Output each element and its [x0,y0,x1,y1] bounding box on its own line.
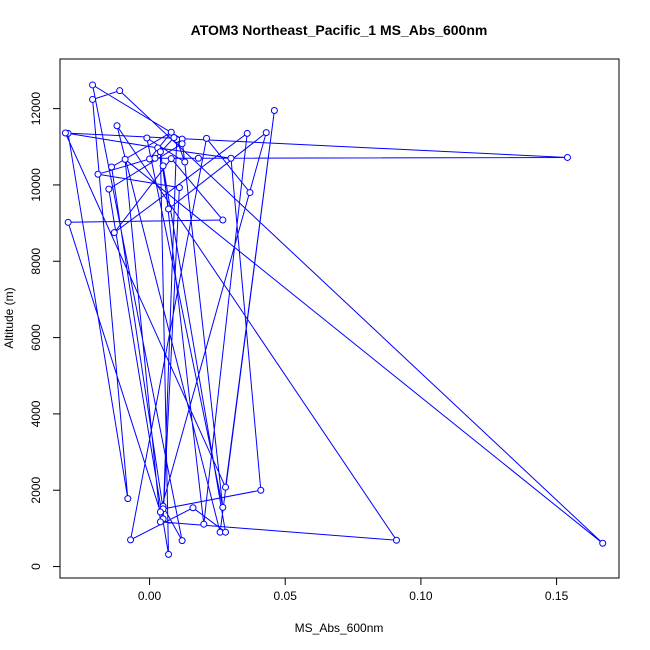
chart-title: ATOM3 Northeast_Pacific_1 MS_Abs_600nm [191,22,488,38]
series-line [64,83,604,555]
data-point [257,486,265,494]
data-point [246,189,254,197]
data-point [222,483,230,491]
data-point [194,154,202,162]
x-tick-label: 0.10 [409,589,433,603]
x-tick-label: 0.05 [274,589,298,603]
data-point [227,154,235,162]
data-point [175,184,183,192]
y-tick-label: 4000 [29,400,43,427]
data-point [165,205,173,213]
data-point [156,518,164,526]
data-point [170,134,178,142]
y-tick-label: 6000 [29,324,43,351]
data-point [159,162,167,170]
data-point [167,155,175,163]
x-axis-label: MS_Abs_600nm [295,621,384,635]
data-point [392,536,400,544]
data-point [167,128,175,136]
y-tick-label: 2000 [29,477,43,504]
data-point [94,170,102,178]
data-point [110,229,118,237]
data-point [64,218,72,226]
y-tick-label: 8000 [29,248,43,275]
data-point [121,155,129,163]
data-point [89,95,97,103]
y-tick-label: 0 [29,563,43,570]
data-point [156,148,164,156]
data-point [156,508,164,516]
y-axis-label: Altitude (m) [2,287,16,348]
y-axis: 0 2000 4000 6000 8000 10000 12000 [29,92,61,570]
data-point [124,495,132,503]
data-point [61,129,69,137]
data-point [181,158,189,166]
data-point [151,154,159,162]
x-tick-label: 0.00 [138,589,162,603]
data-point [178,140,186,148]
series-group [61,81,607,558]
data-point [599,539,607,547]
data-point [189,504,197,512]
data-point [563,153,571,161]
x-tick-label: 0.15 [545,589,569,603]
y-tick-label: 10000 [29,168,43,202]
data-point [200,520,208,528]
data-point [203,134,211,142]
data-point [127,536,135,544]
data-point [243,129,251,137]
data-point [116,87,124,95]
data-point [89,81,97,89]
data-point [108,163,116,171]
data-point [222,528,230,536]
x-axis: 0.00 0.05 0.10 0.15 [138,577,569,603]
data-point [178,537,186,545]
data-point [105,185,113,193]
data-point [165,550,173,558]
data-point [270,107,278,115]
data-point [219,503,227,511]
data-point [113,122,121,130]
data-point [219,216,227,224]
data-point [262,129,270,137]
data-point [143,134,151,142]
y-tick-label: 12000 [29,92,43,126]
